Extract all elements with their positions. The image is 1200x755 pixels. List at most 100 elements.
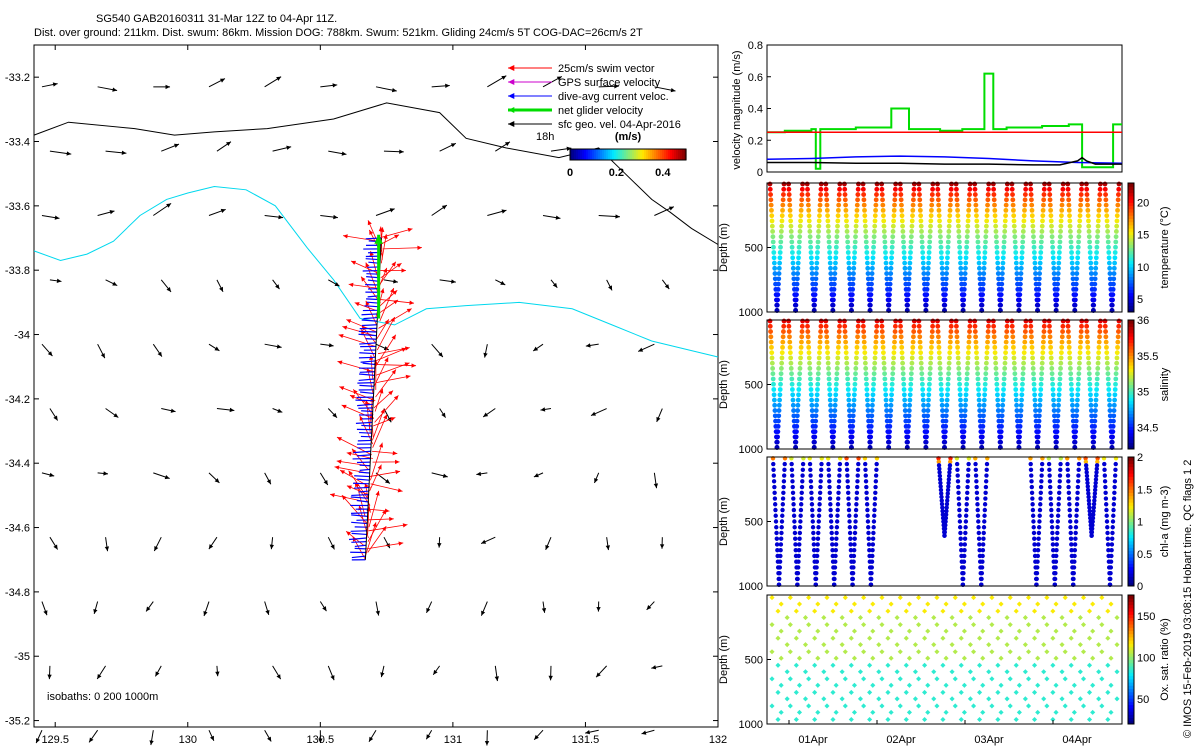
sample-point xyxy=(946,234,951,239)
colorbar-tick-label: 34.5 xyxy=(1137,423,1158,435)
sample-point xyxy=(1084,187,1089,192)
sample-point xyxy=(1014,609,1019,614)
sample-point xyxy=(777,398,782,403)
sample-point xyxy=(797,240,802,245)
sample-point xyxy=(814,276,819,281)
sample-point xyxy=(852,656,857,661)
sample-point xyxy=(861,649,866,654)
colorbar-tick-label: 36 xyxy=(1137,315,1149,327)
sample-point xyxy=(1085,208,1090,213)
sample-point xyxy=(1102,462,1106,466)
sample-point xyxy=(1092,282,1097,287)
sample-point xyxy=(1073,531,1077,535)
sample-point xyxy=(964,514,968,518)
swim-vector-head xyxy=(397,263,402,267)
sample-point xyxy=(788,676,793,681)
geo-vector-head xyxy=(654,483,658,488)
sample-point xyxy=(842,187,847,192)
sample-point xyxy=(1086,350,1091,355)
sample-point xyxy=(1103,197,1108,202)
sample-point xyxy=(780,508,784,512)
sample-point xyxy=(791,485,795,489)
sample-point xyxy=(769,622,774,627)
sample-point xyxy=(816,224,821,229)
sample-point xyxy=(769,213,774,218)
sample-point xyxy=(1052,271,1057,276)
sample-point xyxy=(851,560,855,564)
sample-point xyxy=(963,537,967,541)
sample-point xyxy=(1022,350,1027,355)
sample-point xyxy=(936,334,941,339)
sample-point xyxy=(980,554,984,558)
sample-point xyxy=(1047,468,1051,472)
sample-point xyxy=(1035,629,1040,634)
legend-arrow-dac xyxy=(508,93,552,99)
sample-point xyxy=(799,340,804,345)
sample-point xyxy=(794,440,799,445)
sample-point xyxy=(876,615,881,620)
sample-point xyxy=(1021,371,1026,376)
sample-point xyxy=(773,408,778,413)
sample-point xyxy=(883,387,888,392)
legend-label-geo: sfc geo. vel. 04-Apr-2016 xyxy=(558,119,681,131)
sample-point xyxy=(1008,622,1013,627)
colorbar-cell xyxy=(1128,426,1134,430)
sample-point xyxy=(1069,382,1074,387)
sample-point xyxy=(849,440,854,445)
sample-point xyxy=(876,642,881,647)
sample-point xyxy=(827,382,832,387)
sample-point xyxy=(1031,519,1035,523)
sample-point xyxy=(851,403,856,408)
sample-point xyxy=(934,622,939,627)
sample-point xyxy=(968,696,973,701)
sample-point xyxy=(1003,219,1008,224)
sample-point xyxy=(918,340,923,345)
sample-point xyxy=(984,219,989,224)
sample-point xyxy=(1049,219,1054,224)
colorbar-cell xyxy=(1128,640,1134,644)
sample-point xyxy=(927,240,932,245)
sample-point xyxy=(904,717,909,722)
swim-vector-head xyxy=(401,268,406,272)
geo-vector xyxy=(641,730,654,734)
sample-point xyxy=(967,203,972,208)
sample-point xyxy=(926,255,931,260)
colorbar-label: salinity xyxy=(1159,367,1171,401)
sample-point xyxy=(973,334,978,339)
geo-vector xyxy=(273,280,280,289)
sample-point xyxy=(825,213,830,218)
geo-vector xyxy=(384,537,390,548)
velocity-y-tick-label: 0.8 xyxy=(748,40,763,52)
sample-point xyxy=(1066,192,1071,197)
colorbar-label: Ox. sat. ratio (%) xyxy=(1159,618,1171,701)
sample-point xyxy=(1050,537,1054,541)
sample-point xyxy=(771,250,776,255)
sample-point xyxy=(815,710,820,715)
sample-point xyxy=(777,577,781,581)
sample-point xyxy=(830,717,835,722)
sample-point xyxy=(983,377,988,382)
sample-point xyxy=(882,371,887,376)
sample-point xyxy=(1072,656,1077,661)
sample-point xyxy=(864,250,869,255)
sample-point xyxy=(1018,287,1023,292)
sample-point xyxy=(916,649,921,654)
sample-point xyxy=(1104,203,1109,208)
sample-point xyxy=(917,187,922,192)
colorbar-cell xyxy=(1128,676,1134,680)
sample-point xyxy=(953,622,958,627)
sample-point xyxy=(954,182,959,187)
geo-vector xyxy=(384,150,404,154)
sample-point xyxy=(770,219,775,224)
sample-point xyxy=(1036,542,1040,546)
sample-point xyxy=(840,696,845,701)
sample-point xyxy=(1032,250,1037,255)
sample-point xyxy=(879,676,884,681)
sample-point xyxy=(944,710,949,715)
sample-point xyxy=(1049,224,1054,229)
geo-vector-head xyxy=(556,215,561,219)
sample-point xyxy=(992,203,997,208)
sample-point xyxy=(1032,663,1037,668)
sample-point xyxy=(900,356,905,361)
